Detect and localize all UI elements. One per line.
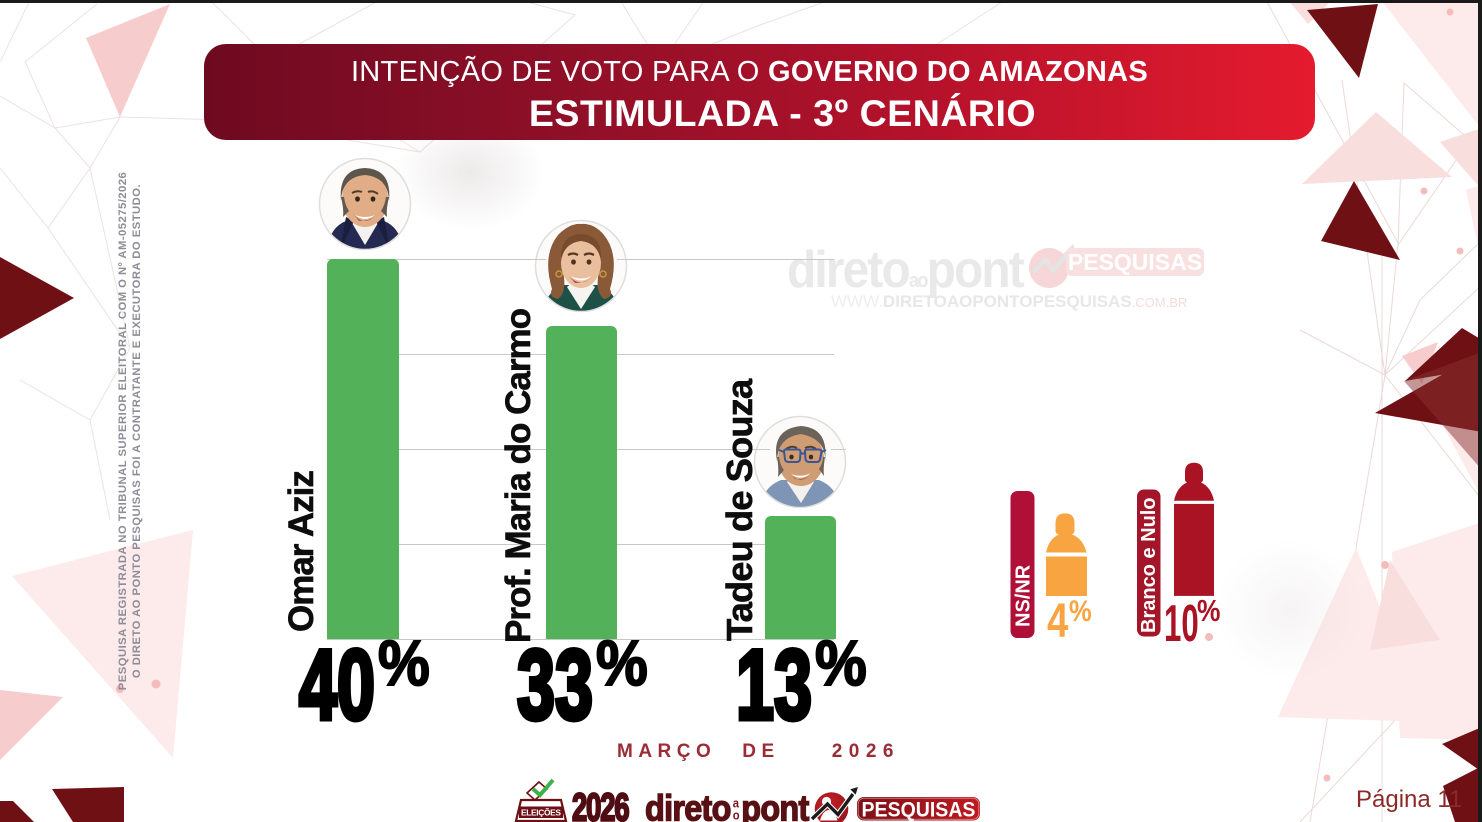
svg-text:direto: direto [645,789,731,822]
svg-text:Branco e Nulo: Branco e Nulo [1138,497,1160,633]
svg-text:2026: 2026 [572,787,629,822]
svg-text:o: o [733,808,740,822]
svg-text:PESQUISAS: PESQUISAS [862,799,976,822]
svg-text:a: a [733,796,740,811]
svg-text:NS/NR: NS/NR [1013,564,1035,627]
svg-text:pont: pont [741,789,809,822]
svg-text:ELEIÇÕES: ELEIÇÕES [521,808,561,818]
